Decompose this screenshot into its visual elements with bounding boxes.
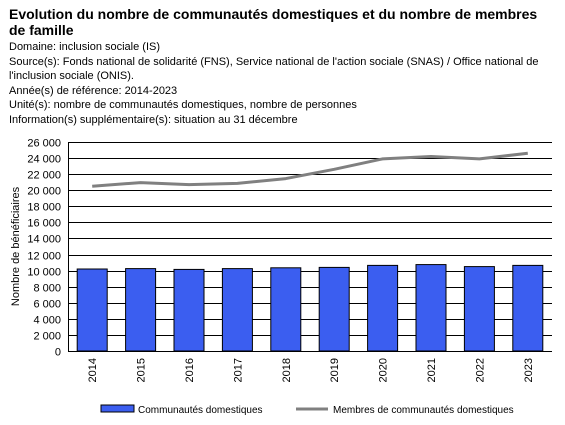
y-axis-label: Nombre de bénéficiaires bbox=[10, 186, 22, 306]
x-tick-label: 2014 bbox=[87, 358, 99, 382]
meta-sources: Source(s): Fonds national de solidarité … bbox=[9, 55, 539, 83]
x-tick-label: 2021 bbox=[426, 358, 438, 382]
legend-line-label: Membres de communautés domestiques bbox=[333, 405, 514, 416]
x-tick-label: 2017 bbox=[232, 358, 244, 382]
x-tick-label: 2016 bbox=[184, 358, 196, 382]
bar bbox=[270, 267, 302, 352]
bar bbox=[367, 264, 399, 352]
y-tick-label: 22 000 bbox=[27, 170, 61, 182]
series-line bbox=[92, 151, 528, 188]
x-tick-label: 2020 bbox=[378, 358, 390, 382]
bar bbox=[173, 268, 205, 352]
legend-bar-swatch bbox=[100, 404, 135, 413]
bar bbox=[318, 266, 350, 352]
chart-title: Evolution du nombre de communautés domes… bbox=[9, 6, 538, 38]
x-tick-label: 2015 bbox=[136, 358, 148, 382]
meta-domaine: Domaine: inclusion sociale (IS) bbox=[9, 41, 161, 53]
bar bbox=[125, 268, 157, 352]
bar bbox=[463, 266, 495, 352]
y-tick-label: 18 000 bbox=[27, 202, 61, 214]
y-tick-label: 14 000 bbox=[27, 234, 61, 246]
y-tick-label: 26 000 bbox=[27, 138, 61, 150]
meta-info: Information(s) supplémentaire(s): situat… bbox=[9, 113, 298, 126]
y-tick-label: 24 000 bbox=[27, 154, 61, 166]
y-tick-label: 0 bbox=[55, 347, 61, 359]
bar bbox=[221, 268, 253, 352]
y-tick-label: 20 000 bbox=[27, 186, 61, 198]
legend-bar-label: Communautés domestiques bbox=[138, 405, 263, 416]
bar bbox=[415, 264, 447, 352]
y-tick-label: 8 000 bbox=[33, 283, 61, 295]
meta-annee: Année(s) de référence: 2014-2023 bbox=[9, 84, 178, 97]
y-tick-label: 10 000 bbox=[27, 267, 61, 279]
x-tick-label: 2018 bbox=[281, 358, 293, 382]
x-tick-label: 2022 bbox=[474, 358, 486, 382]
y-tick-label: 2 000 bbox=[33, 331, 61, 343]
meta-unites: Unité(s): nombre de communautés domestiq… bbox=[9, 99, 357, 111]
bar bbox=[512, 264, 544, 352]
y-tick-label: 4 000 bbox=[33, 315, 61, 327]
bar bbox=[76, 268, 108, 352]
y-tick-label: 16 000 bbox=[27, 218, 61, 230]
y-tick-label: 6 000 bbox=[33, 299, 61, 311]
chart-header: Evolution du nombre de communautés domes… bbox=[9, 6, 557, 127]
y-tick-label: 12 000 bbox=[27, 251, 61, 263]
x-tick-label: 2019 bbox=[329, 358, 341, 382]
x-tick-label: 2023 bbox=[523, 358, 535, 382]
